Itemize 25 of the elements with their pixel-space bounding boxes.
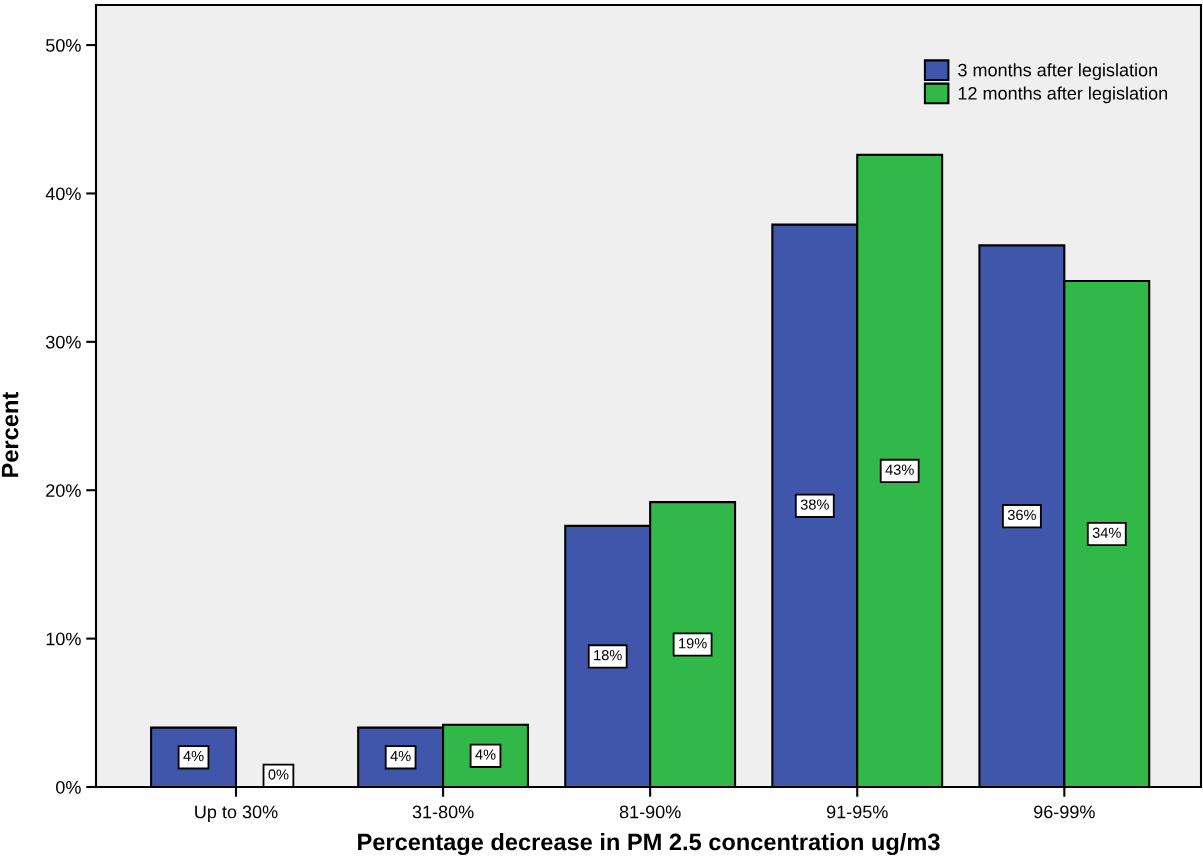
x-tick-label: 96-99% bbox=[1034, 805, 1095, 819]
data-label: 4% bbox=[390, 750, 411, 762]
legend-label: 3 months after legislation bbox=[958, 63, 1157, 80]
data-label: 38% bbox=[800, 499, 829, 510]
y-tick-label: 40% bbox=[45, 187, 81, 201]
data-label: 34% bbox=[1092, 527, 1121, 538]
y-tick-label: 10% bbox=[46, 632, 81, 646]
y-tick-label: 50% bbox=[46, 39, 81, 52]
y-tick-label: 30% bbox=[45, 335, 81, 349]
data-label: 43% bbox=[885, 464, 914, 475]
x-tick-label: 91-95% bbox=[826, 805, 888, 819]
data-label: 4% bbox=[475, 749, 496, 760]
data-label: 0% bbox=[268, 769, 289, 780]
x-tick-label: 81-90% bbox=[619, 805, 681, 819]
y-tick-label: 20% bbox=[46, 484, 81, 497]
x-tick-label: 31-80% bbox=[412, 805, 474, 819]
y-tick-label: 0% bbox=[56, 780, 81, 794]
legend-label: 12 months after legislation bbox=[958, 86, 1168, 104]
data-label: 4% bbox=[183, 750, 204, 762]
data-label: 18% bbox=[594, 650, 622, 661]
y-axis-title: Percent bbox=[1, 392, 19, 477]
x-axis-title: Percentage decrease in PM 2.5 concentration ug/m3 bbox=[358, 833, 940, 856]
x-tick-label: Up to 30% bbox=[195, 805, 278, 822]
data-label: 36% bbox=[1007, 509, 1036, 521]
data-label: 19% bbox=[679, 638, 707, 649]
